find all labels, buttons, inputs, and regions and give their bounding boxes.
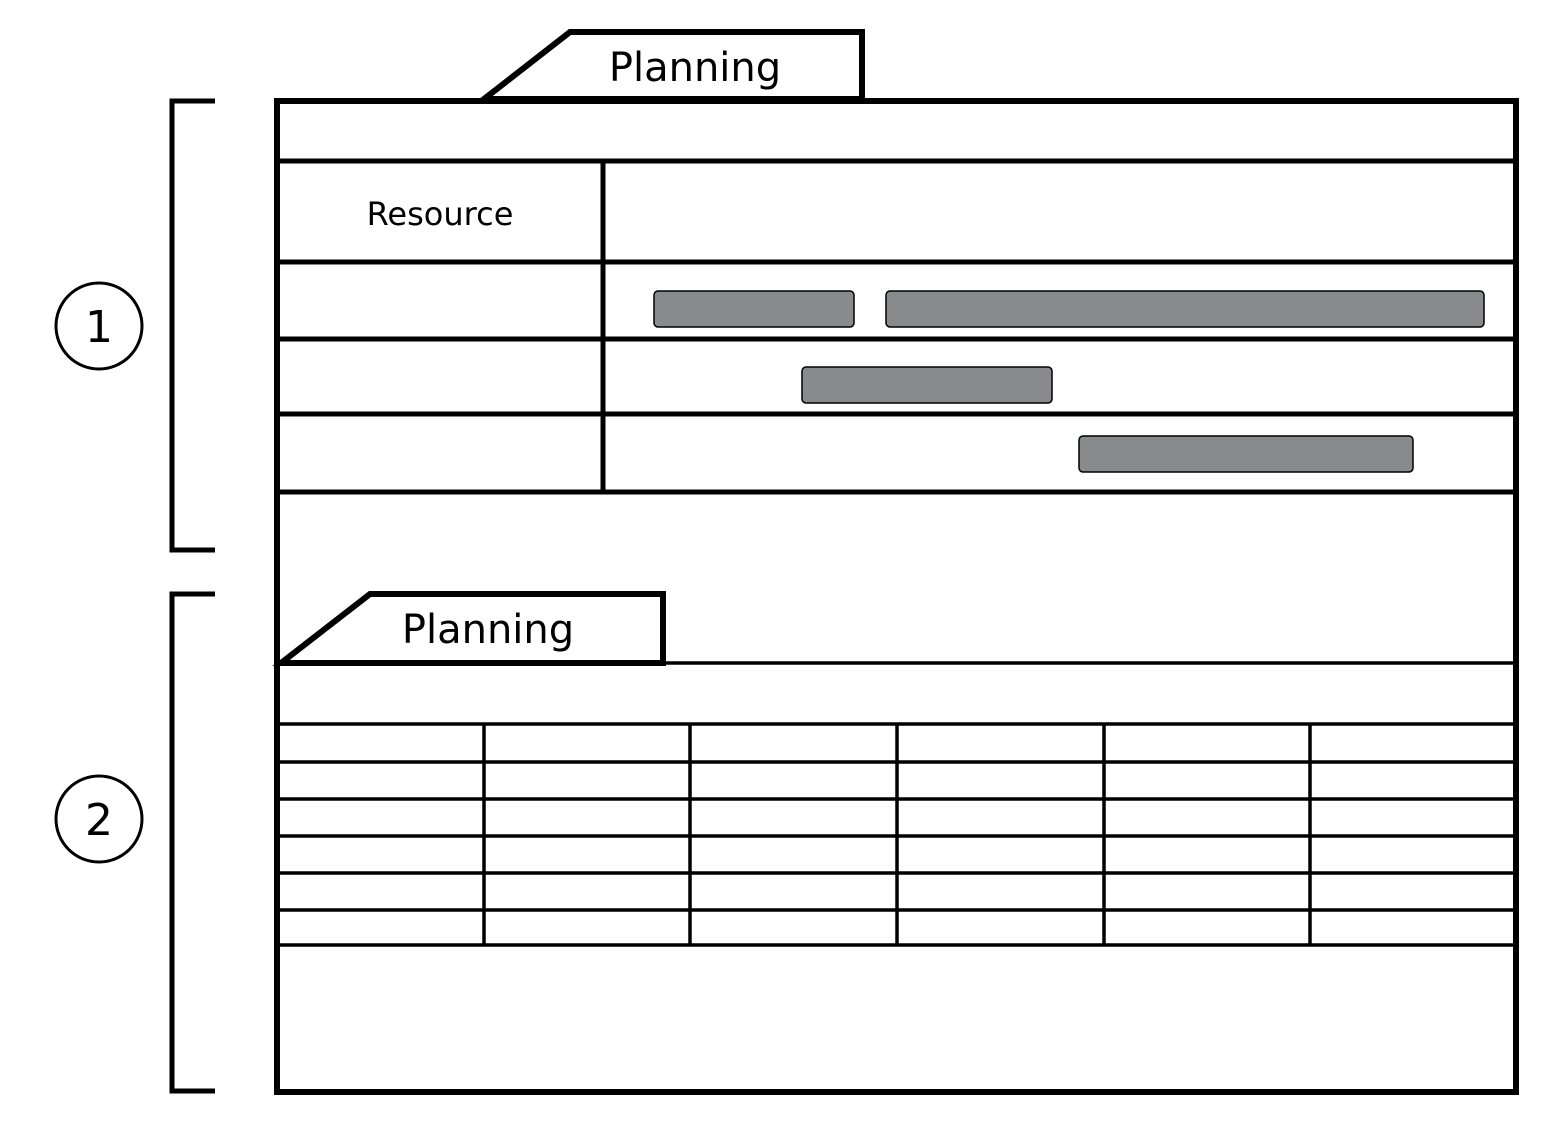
tab-label: Planning <box>402 607 574 653</box>
gantt-panel: Resource <box>277 158 1516 495</box>
gantt-bar[interactable] <box>1078 435 1414 473</box>
callout-1: 1 <box>54 281 144 371</box>
tab-label: Planning <box>609 45 781 91</box>
outer-window-frame <box>274 98 1519 1095</box>
bracket-section-1 <box>169 98 215 553</box>
callout-circle <box>54 281 144 371</box>
callout-2: 2 <box>54 774 144 864</box>
callout-number: 1 <box>85 302 113 353</box>
top-planning-tab[interactable]: Planning <box>475 29 865 102</box>
gantt-bar[interactable] <box>885 290 1485 328</box>
callout-number: 2 <box>85 795 113 846</box>
planning-table <box>277 722 1516 947</box>
bracket-section-2 <box>169 591 215 1094</box>
bottom-planning-tab[interactable]: Planning <box>272 591 666 666</box>
tab-shape <box>272 591 666 666</box>
gantt-bar[interactable] <box>801 366 1053 404</box>
callout-circle <box>54 774 144 864</box>
resource-column-header: Resource <box>367 195 514 233</box>
gantt-bar[interactable] <box>653 290 855 328</box>
